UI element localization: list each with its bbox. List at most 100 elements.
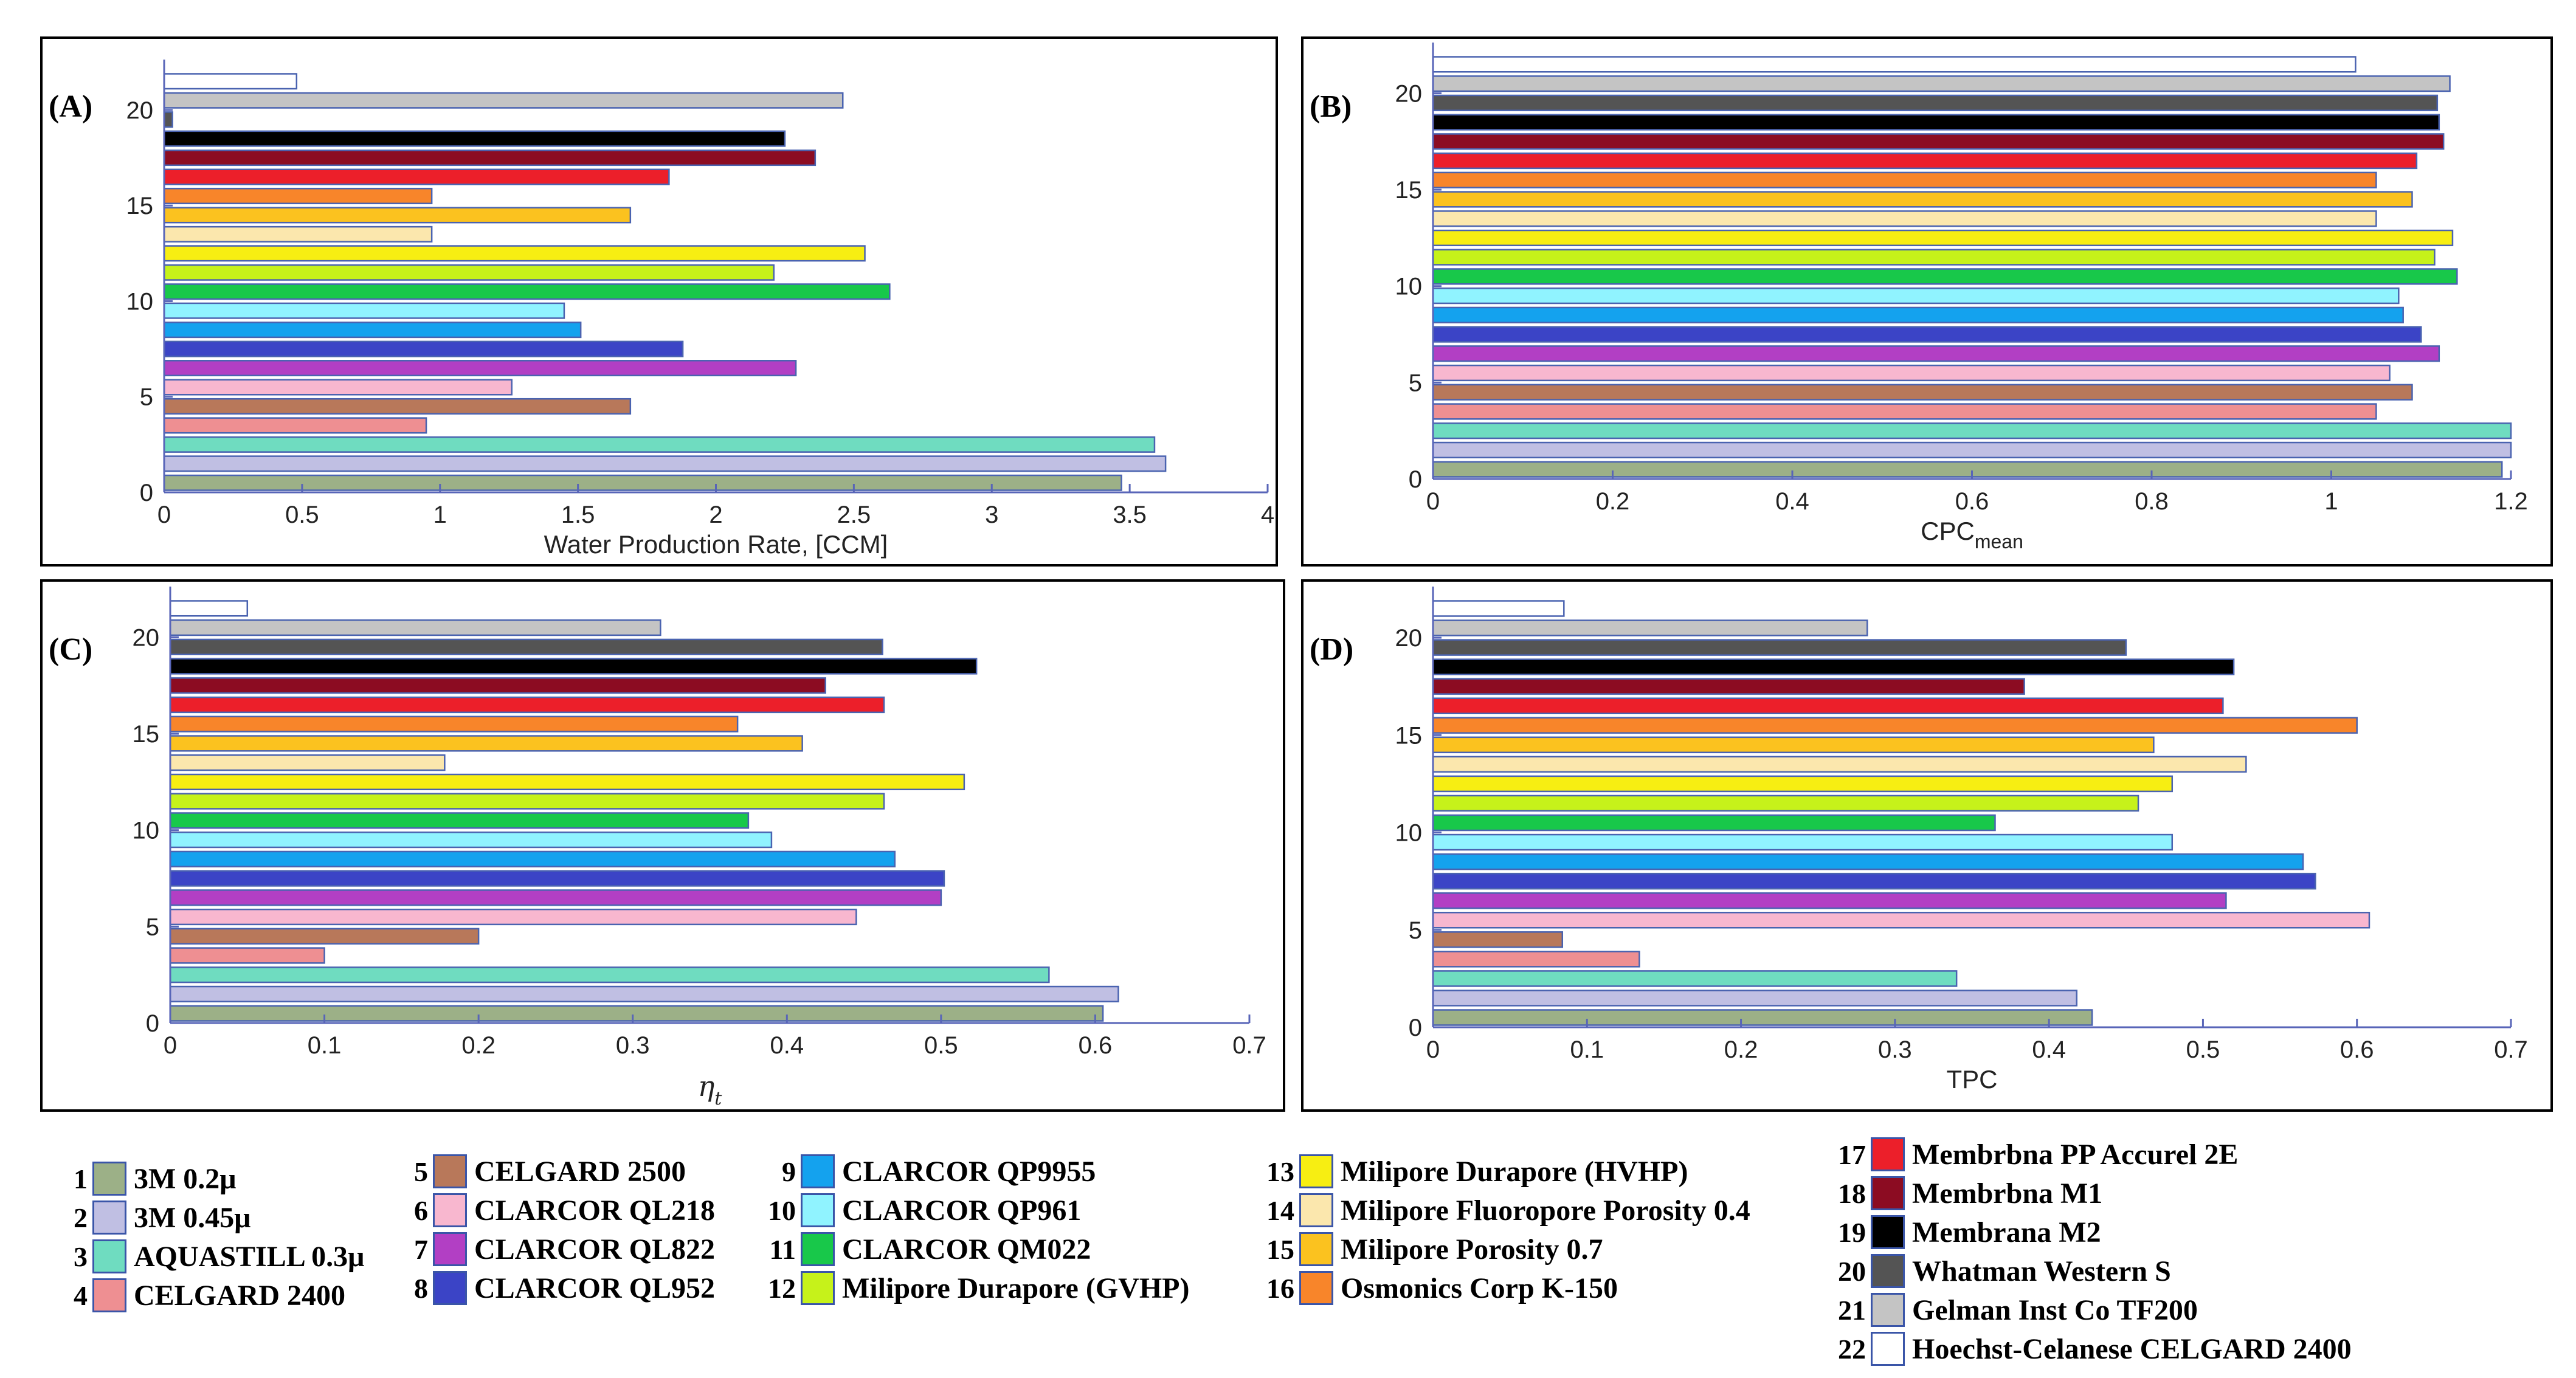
legend-number: 4 — [74, 1280, 88, 1311]
legend-item: 9 CLARCOR QP9955 — [757, 1154, 1096, 1189]
bar-10 — [1432, 833, 2174, 851]
legend-label: CELGARD 2500 — [474, 1155, 686, 1188]
x-tick-label: 3 — [985, 501, 998, 528]
y-tick-label: 5 — [146, 914, 159, 940]
chart-panel-1: 0 0.5 1 1.5 2 2.5 3 3.5 4 0 5 10 15 20 (A) Water Produc… — [40, 36, 1278, 567]
bar-4 — [169, 947, 325, 964]
bar-2 — [1432, 441, 2512, 459]
y-tick-label: 10 — [1395, 820, 1423, 847]
legend-label: CLARCOR QL952 — [474, 1272, 716, 1304]
legend-label: Whatman Western S — [1912, 1255, 2171, 1287]
x-tick-label: 0 — [1426, 1036, 1440, 1063]
legend-label: CLARCOR QP9955 — [842, 1155, 1096, 1188]
bar-13 — [1432, 775, 2174, 793]
bar-17 — [1432, 697, 2224, 714]
legend-number: 3 — [74, 1241, 88, 1272]
panel-frame — [40, 579, 1285, 1112]
legend-item: 21 Gelman Inst Co TF200 — [1827, 1292, 2198, 1328]
legend-item: 16 Osmonics Corp K-150 — [1255, 1270, 1618, 1306]
chart-panel-3: 0 0.1 0.2 0.3 0.4 0.5 0.6 0.7 0 5 10 15 20 (C) ηt — [40, 579, 1285, 1112]
x-tick-label: 0.6 — [1955, 488, 1989, 515]
y-tick-label: 20 — [1395, 625, 1423, 652]
legend-swatch — [1871, 1293, 1905, 1327]
bar-20 — [1432, 94, 2439, 111]
bar-21 — [1432, 619, 1868, 636]
y-tick-label: 15 — [126, 193, 154, 219]
legend-number: 6 — [414, 1194, 428, 1226]
panel-frame — [1301, 579, 2553, 1112]
legend-swatch — [801, 1232, 835, 1266]
x-tick-label: 0.4 — [2032, 1036, 2066, 1063]
x-axis-title: Water Production Rate, [CCM] — [544, 530, 888, 559]
legend-label: Gelman Inst Co TF200 — [1912, 1294, 2198, 1326]
bar-7 — [1432, 345, 2440, 362]
legend-label: CELGARD 2400 — [134, 1279, 346, 1312]
legend-swatch — [1871, 1215, 1905, 1249]
legend-item: 4 CELGARD 2400 — [49, 1278, 345, 1313]
bar-15 — [1432, 736, 2155, 754]
bar-3 — [1432, 970, 1958, 987]
bar-21 — [169, 619, 661, 636]
bar-18 — [1432, 678, 2025, 695]
y-tick-label: 10 — [126, 288, 154, 315]
legend-item: 22 Hoechst-Celanese CELGARD 2400 — [1827, 1331, 2352, 1366]
legend-number: 13 — [1266, 1156, 1294, 1187]
y-tick-label: 0 — [1409, 1015, 1422, 1041]
legend-label: Membrbna PP Accurel 2E — [1912, 1138, 2239, 1171]
legend-item: 2 3M 0.45μ — [49, 1200, 251, 1235]
legend-number: 15 — [1266, 1233, 1294, 1265]
bar-8 — [1432, 872, 2316, 890]
legend-number: 21 — [1838, 1294, 1866, 1326]
y-tick-label: 5 — [140, 384, 153, 411]
legend-label: CLARCOR QL218 — [474, 1194, 716, 1227]
x-axis-title: TPC — [1947, 1065, 1998, 1094]
panel-label: (D) — [1310, 632, 1353, 667]
x-tick-label: 0 — [157, 501, 171, 528]
legend-item: 6 CLARCOR QL218 — [389, 1193, 715, 1228]
bar-16 — [1432, 171, 2377, 188]
bar-14 — [163, 226, 433, 243]
bar-13 — [1432, 229, 2454, 247]
y-tick-label: 0 — [146, 1010, 159, 1037]
legend-label: 3M 0.45μ — [134, 1201, 251, 1234]
bar-18 — [163, 150, 817, 167]
legend-swatch — [1299, 1193, 1333, 1227]
legend-item: 10 CLARCOR QP961 — [757, 1193, 1081, 1228]
legend-item: 13 Milipore Durapore (HVHP) — [1255, 1154, 1688, 1189]
x-tick-label: 0.8 — [2135, 488, 2169, 515]
legend-swatch — [1299, 1232, 1333, 1266]
x-tick-label: 0.5 — [924, 1032, 958, 1059]
legend-label: CLARCOR QM022 — [842, 1233, 1091, 1266]
bar-11 — [163, 283, 891, 300]
x-tick-label: 3.5 — [1113, 501, 1147, 528]
bar-17 — [1432, 152, 2418, 170]
x-tick-label: 1.5 — [561, 501, 595, 528]
legend-swatch — [433, 1271, 467, 1305]
y-tick-label: 5 — [1409, 917, 1422, 944]
bar-22 — [163, 73, 298, 90]
bar-10 — [1432, 287, 2400, 305]
legend-item: 5 CELGARD 2500 — [389, 1154, 686, 1189]
bar-5 — [1432, 931, 1564, 948]
bar-3 — [163, 436, 1156, 453]
bar-7 — [169, 889, 942, 906]
panel-label: (A) — [49, 89, 92, 124]
x-tick-label: 1 — [433, 501, 447, 528]
legend-swatch — [1871, 1176, 1905, 1210]
bar-17 — [163, 168, 670, 185]
bar-22 — [169, 600, 249, 617]
bar-1 — [1432, 1009, 2093, 1026]
panel-frame — [1301, 36, 2553, 567]
x-tick-label: 0.2 — [1724, 1036, 1758, 1063]
bar-2 — [163, 455, 1167, 472]
legend-item: 7 CLARCOR QL822 — [389, 1232, 715, 1267]
legend-number: 9 — [782, 1156, 796, 1187]
chart-panel-4: 0 0.1 0.2 0.3 0.4 0.5 0.6 0.7 0 5 10 15 20 (D) TPC — [1301, 579, 2553, 1112]
legend-number: 14 — [1266, 1194, 1294, 1226]
legend-number: 18 — [1838, 1177, 1866, 1209]
legend-swatch — [801, 1271, 835, 1305]
x-tick-label: 0.7 — [2494, 1036, 2528, 1063]
legend-label: AQUASTILL 0.3μ — [134, 1240, 365, 1273]
panel-frame — [40, 36, 1278, 567]
bar-14 — [1432, 756, 2247, 773]
